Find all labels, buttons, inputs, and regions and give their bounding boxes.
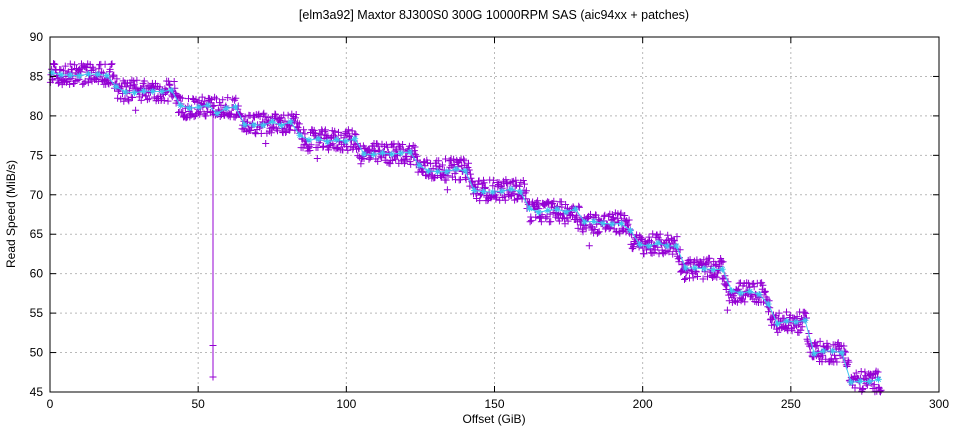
chart-title: [elm3a92] Maxtor 8J300S0 300G 10000RPM S… — [299, 8, 689, 22]
y-tick-label: 70 — [30, 188, 44, 202]
x-axis-label: Offset (GiB) — [462, 412, 525, 426]
y-tick-label: 85 — [30, 69, 44, 83]
x-tick-label: 200 — [633, 397, 653, 411]
sample-point-cloud — [46, 60, 885, 396]
y-axis-label: Read Speed (MiB/s) — [4, 160, 18, 268]
y-tick-label: 45 — [30, 385, 44, 399]
x-tick-label: 50 — [191, 397, 205, 411]
y-tick-label: 65 — [30, 227, 44, 241]
plot-frame — [49, 36, 940, 393]
y-tick-label: 75 — [30, 148, 44, 162]
x-tick-label: 300 — [929, 397, 949, 411]
x-tick-label: 150 — [484, 397, 504, 411]
average-asterisk-markers — [48, 69, 882, 386]
y-tick-label: 50 — [30, 346, 44, 360]
tick-label-layer: 0 50 100 150 200 250 300 45 50 55 60 65 70 75 80 85 90 — [30, 30, 950, 411]
y-tick-label: 60 — [30, 267, 44, 281]
average-line — [51, 72, 879, 383]
x-tick-label: 250 — [781, 397, 801, 411]
y-tick-label: 80 — [30, 109, 44, 123]
y-tick-label: 90 — [30, 30, 44, 44]
data-layer — [46, 60, 885, 396]
y-tick-label: 55 — [30, 306, 44, 320]
grid-layer — [50, 37, 939, 392]
x-tick-label: 100 — [336, 397, 356, 411]
x-tick-label: 0 — [47, 397, 54, 411]
